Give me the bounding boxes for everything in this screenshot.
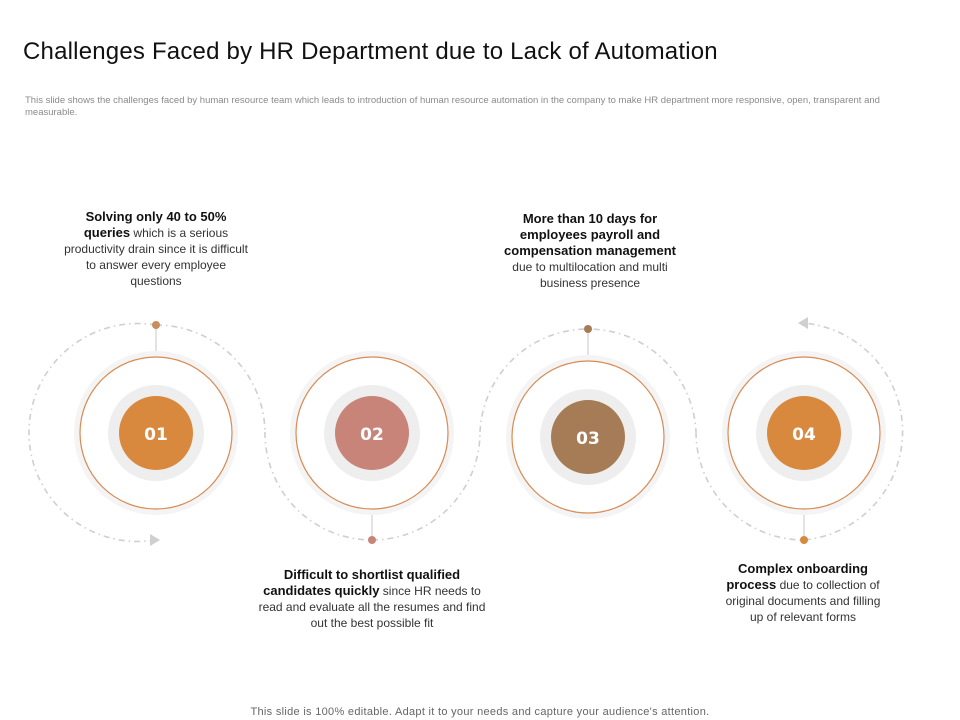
step-circle-1: 01 [74,351,238,515]
step-badge-2 [335,396,409,470]
step-number-2: 02 [360,425,384,445]
step-heading-2: Difficult to shortlist qualified candida… [263,567,461,598]
step-number-1: 01 [144,425,168,445]
step-circle-3: 03 [506,355,670,519]
step-number-4: 04 [792,425,816,445]
slide-footer: This slide is 100% editable. Adapt it to… [250,706,710,718]
slide-title: Challenges Faced by HR Department due to… [23,38,718,65]
step-badge-1 [119,396,193,470]
step-text-3: due to multilocation and multi business … [512,260,668,290]
step-badge-4 [767,396,841,470]
flow-path-6 [695,322,904,541]
flow-path-5 [479,328,697,433]
step-heading-3: More than 10 days for employees payroll … [504,211,676,258]
step-description-3: More than 10 days for employees payroll … [494,211,686,291]
step-text-2: since HR needs to read and evaluate all … [258,584,486,630]
step-heading-1: Solving only 40 to 50% queries [83,209,227,240]
step-circle-2: 02 [290,351,454,515]
step-text-4: due to collection of original documents … [725,578,881,624]
step-badge-3 [551,400,625,474]
connector-dot-4 [800,536,808,544]
connector-dot-1 [152,321,160,329]
step-heading-4: Complex onboarding process [726,561,868,592]
step-description-2: Difficult to shortlist qualified candida… [258,567,486,631]
arrow-head-start [150,534,160,546]
step-number-3: 03 [576,429,600,449]
step-circle-4: 04 [722,351,886,515]
step-description-1: Solving only 40 to 50% queries which is … [62,209,250,289]
connector-dot-3 [584,325,592,333]
slide-subtitle: This slide shows the challenges faced by… [25,95,880,118]
step-text-1: which is a serious productivity drain si… [64,226,248,288]
arrow-head-end [798,317,808,329]
connector-dot-2 [368,536,376,544]
step-description-4: Complex onboarding process due to collec… [722,561,884,625]
flow-path-1 [28,322,157,543]
